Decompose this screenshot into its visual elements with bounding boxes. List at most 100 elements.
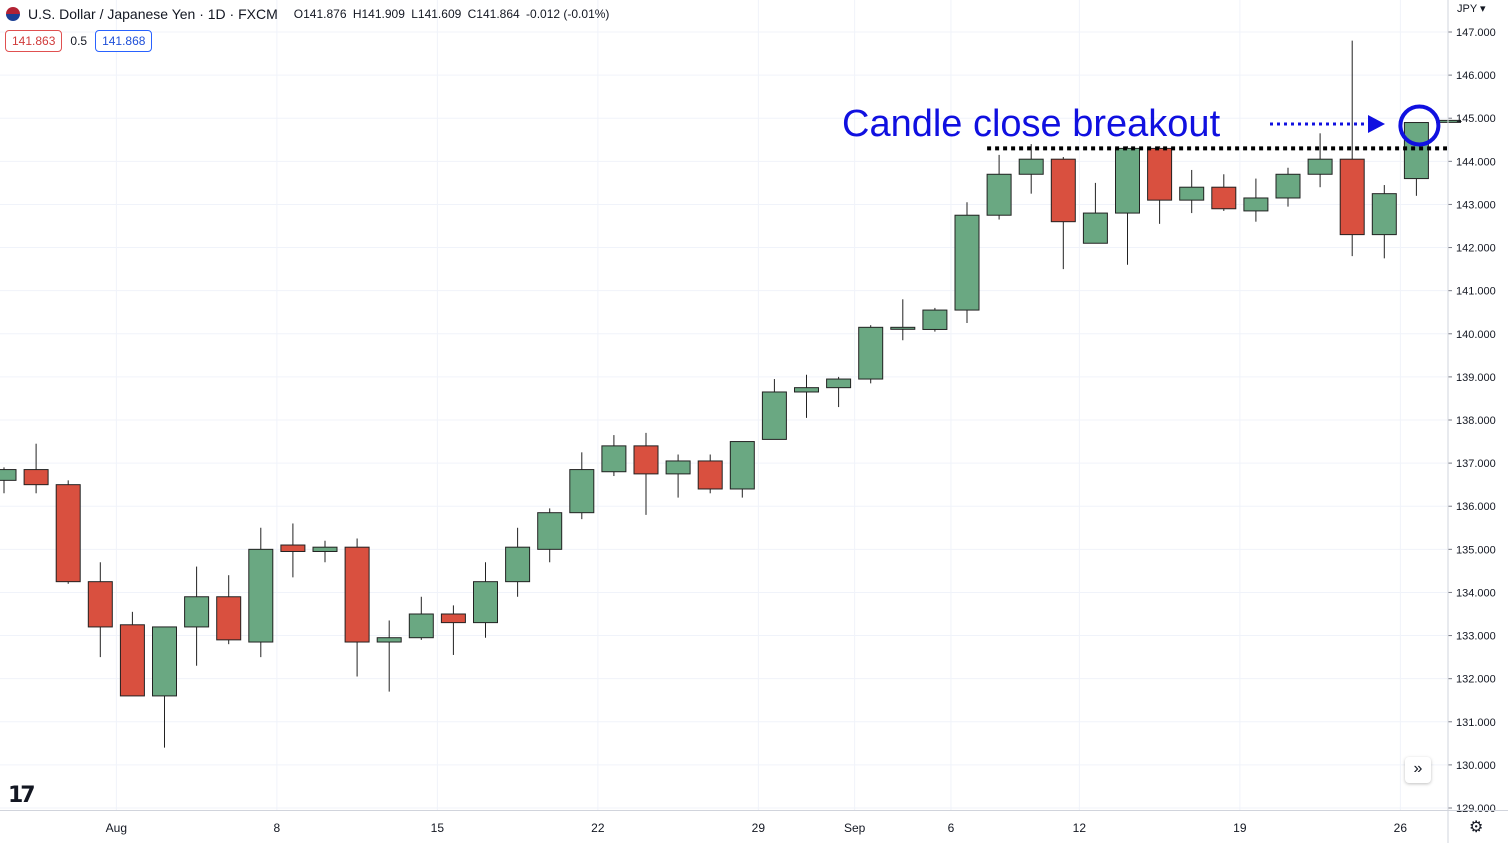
candle-body (248, 548, 274, 643)
ohlc-low: L141.609 (411, 7, 462, 21)
candle-body (601, 445, 627, 473)
y-tick-label: 136.000 (1456, 501, 1496, 513)
candle-body (1307, 158, 1333, 175)
candle (569, 452, 595, 520)
x-tick-label: 12 (1073, 821, 1087, 835)
candle-body (954, 214, 980, 311)
ohlc-readout: O141.876 H141.909 L141.609 C141.864 -0.0… (294, 7, 613, 21)
candle (858, 325, 884, 384)
x-tick-label: 8 (274, 821, 281, 835)
annotation-label: Candle close breakout (842, 103, 1221, 145)
candle (152, 626, 177, 748)
candle-body (1050, 158, 1076, 223)
candle-body (761, 391, 787, 440)
y-tick-label: 147.000 (1456, 27, 1496, 39)
ohlc-high: H141.909 (352, 7, 405, 21)
candle-body (344, 546, 370, 643)
candle (280, 523, 306, 578)
price-axis[interactable]: 129.000 130.000 131.000 132.000 133.000 134.0… (1447, 0, 1496, 843)
candle-body (87, 581, 113, 628)
candle (119, 611, 145, 697)
time-axis[interactable]: Aug 8 15 22 29 Sep 6 12 19 26 (0, 810, 1508, 836)
candle (344, 538, 370, 677)
x-tick-label: 29 (752, 821, 766, 835)
candle-body (216, 596, 242, 641)
scroll-to-realtime-button[interactable]: » (1405, 757, 1431, 783)
x-tick-label: Aug (106, 821, 127, 835)
candle-body (665, 460, 691, 475)
candle (1275, 167, 1301, 207)
symbol-title[interactable]: U.S. Dollar / Japanese Yen · 1D · FXCM (28, 6, 278, 22)
candle (23, 443, 49, 494)
candle-body (55, 484, 81, 583)
candle-body (184, 596, 210, 628)
y-tick-label: 144.000 (1456, 156, 1496, 168)
candle (1211, 174, 1237, 211)
y-tick-label: 137.000 (1456, 458, 1496, 470)
candle-body (119, 624, 145, 697)
candle (794, 374, 819, 418)
candle (1018, 144, 1044, 194)
candle-body (1211, 186, 1237, 210)
y-tick-label: 139.000 (1456, 372, 1496, 384)
candle-body (1371, 193, 1397, 236)
candle-body (986, 173, 1012, 216)
candle-body (633, 445, 659, 475)
candle-body (312, 546, 338, 552)
candle (665, 454, 691, 498)
candle (890, 299, 916, 341)
candle (761, 379, 787, 440)
candle (729, 441, 755, 498)
currency-selector[interactable]: JPY ▾ (1457, 3, 1486, 15)
y-tick-label: 132.000 (1456, 674, 1496, 686)
x-tick-label: 6 (948, 821, 955, 835)
candle-body (890, 326, 916, 330)
candle (1371, 185, 1397, 259)
candle-body (0, 469, 17, 481)
candle (87, 562, 113, 658)
candle-body (1275, 173, 1301, 199)
x-tick-label: 22 (591, 821, 605, 835)
x-tick-label: 19 (1233, 821, 1247, 835)
y-tick-label: 143.000 (1456, 199, 1496, 211)
candle (184, 566, 210, 666)
candle-body (505, 546, 531, 583)
candle-body (697, 460, 723, 490)
candle-body (1147, 147, 1173, 201)
y-tick-label: 133.000 (1456, 631, 1496, 643)
candle-body (1082, 212, 1108, 244)
candle (1339, 40, 1365, 257)
gear-icon[interactable]: ⚙ (1469, 819, 1484, 836)
candle (986, 154, 1012, 220)
candle-body (440, 613, 466, 624)
y-tick-label: 142.000 (1456, 243, 1496, 255)
candle-body (729, 441, 755, 490)
candles-layer (0, 40, 1461, 748)
y-tick-label: 135.000 (1456, 544, 1496, 556)
candle (922, 307, 948, 332)
candle (954, 202, 980, 323)
buy-price-button[interactable]: 141.868 (95, 30, 153, 52)
ohlc-close: C141.864 (467, 7, 520, 21)
candle (0, 467, 17, 494)
candle (376, 620, 402, 692)
candle (1243, 178, 1269, 222)
x-tick-label: 26 (1394, 821, 1408, 835)
candle (633, 432, 659, 515)
candle (55, 480, 81, 584)
candle-body (858, 326, 884, 380)
candle-body (280, 544, 306, 552)
grid-lines (0, 0, 1447, 810)
ohlc-open: O141.876 (293, 7, 347, 21)
candle-body (152, 626, 177, 697)
y-tick-label: 141.000 (1456, 286, 1496, 298)
sell-price-button[interactable]: 141.863 (5, 30, 63, 52)
y-tick-label: 130.000 (1456, 760, 1496, 772)
candle (697, 454, 723, 494)
candle-body (23, 469, 49, 486)
candle (473, 562, 498, 638)
double-chevron-right-icon: » (1413, 760, 1423, 777)
us-flag-icon (6, 7, 20, 21)
candle-body (473, 581, 498, 624)
